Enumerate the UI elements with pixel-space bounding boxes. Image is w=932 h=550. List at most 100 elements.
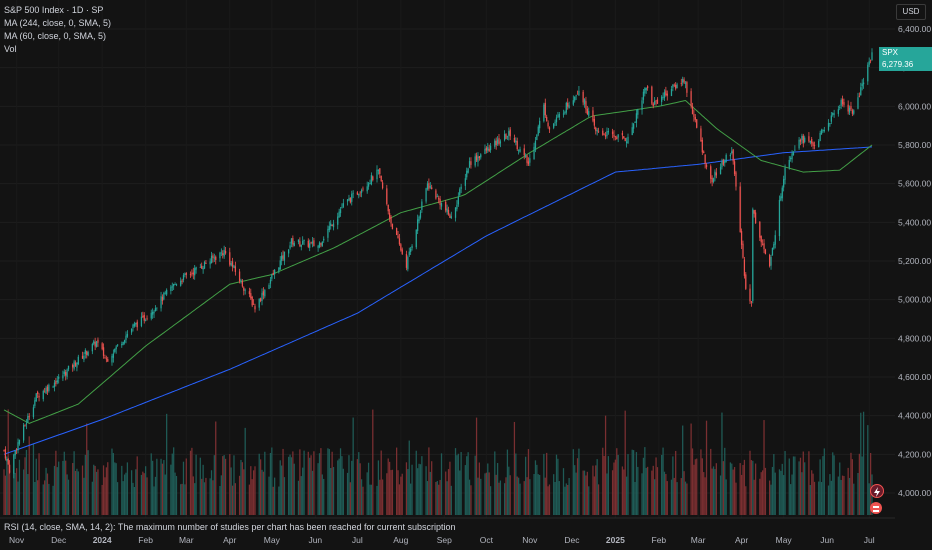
volume-bar [635, 452, 638, 515]
candle-body [116, 344, 119, 346]
volume-bar [675, 450, 677, 515]
volume-bar [387, 458, 389, 515]
candle-body [417, 219, 419, 231]
candle-body [150, 312, 152, 319]
volume-bar [780, 470, 782, 515]
candle-body [568, 105, 570, 108]
legend-ma-244[interactable]: MA (244, close, 0, SMA, 5) [4, 18, 112, 28]
volume-bar [641, 473, 643, 515]
legend-ma-60[interactable]: MA (60, close, 0, SMA, 5) [4, 31, 107, 41]
volume-bar [146, 477, 148, 515]
volume-bar [798, 461, 800, 515]
volume-bar [823, 448, 825, 515]
candle-body [543, 104, 545, 122]
candle-body [8, 464, 11, 473]
candle-body [812, 142, 814, 146]
candle-body [101, 343, 103, 350]
price-tick-label: 4,000.00 [898, 488, 931, 498]
candle-body [623, 136, 625, 139]
volume-bar [74, 470, 77, 515]
candle-body [666, 93, 668, 96]
candle-body [3, 450, 5, 452]
volume-bar [686, 483, 688, 515]
volume-bar [407, 469, 409, 515]
volume-bar [86, 423, 88, 515]
candle-body [554, 121, 556, 124]
volume-bar [759, 478, 761, 515]
currency-button[interactable]: USD [896, 4, 926, 20]
flag-icon[interactable] [870, 502, 882, 514]
candle-body [656, 99, 659, 104]
candle-body [731, 151, 733, 154]
candle-body [102, 347, 105, 356]
volume-bar [666, 481, 668, 515]
volume-bar [750, 460, 753, 515]
volume-bar [827, 485, 830, 515]
candle-body [764, 249, 767, 255]
volume-bar [189, 450, 192, 515]
candle-body [438, 198, 440, 200]
volume-bar [564, 486, 566, 515]
lightning-icon[interactable] [870, 484, 884, 498]
volume-bar [278, 486, 280, 515]
volume-bar [661, 454, 663, 515]
candle-body [848, 107, 851, 113]
candle-body [582, 91, 584, 103]
volume-bar [323, 478, 325, 515]
candle-body [370, 175, 373, 185]
candle-body [701, 139, 703, 153]
candle-body [72, 364, 74, 368]
candle-body [362, 188, 364, 190]
volume-bar [250, 466, 252, 515]
volume-bar [261, 469, 263, 515]
legend-volume[interactable]: Vol [4, 44, 17, 54]
volume-bar [691, 448, 694, 515]
volume-bar [616, 448, 618, 515]
candle-body [132, 324, 134, 329]
volume-bar [857, 472, 859, 515]
volume-bar [4, 475, 7, 515]
volume-bar [543, 453, 545, 515]
volume-bar [377, 460, 380, 515]
volume-bar [539, 474, 541, 515]
candle-body [439, 198, 441, 206]
volume-bar [231, 485, 234, 515]
volume-bar [391, 469, 394, 515]
volume-bar [771, 466, 774, 515]
volume-bar [467, 452, 469, 515]
volume-bar [87, 450, 89, 515]
candle-body [248, 291, 251, 294]
price-tag: SPX 6,279.36 [879, 47, 932, 71]
candle-body [799, 139, 802, 142]
candle-body [519, 148, 521, 152]
volume-bar [135, 469, 137, 515]
volume-bar [829, 474, 831, 515]
volume-bar [705, 420, 708, 515]
volume-bar [749, 450, 751, 515]
candle-body [244, 289, 246, 291]
legend-title[interactable]: S&P 500 Index · 1D · SP [4, 5, 104, 15]
candle-body [663, 92, 666, 99]
candle-body [63, 371, 65, 375]
candle-body [721, 160, 723, 168]
candle-body [808, 136, 810, 142]
candle-body [86, 351, 88, 355]
volume-bar [603, 455, 605, 515]
volume-bar [219, 486, 221, 515]
volume-bar [230, 467, 232, 515]
candle-body [760, 236, 762, 243]
volume-bar [519, 483, 521, 515]
candle-body [130, 328, 133, 333]
candle-body [121, 343, 123, 346]
volume-bar [55, 450, 57, 515]
candle-body [390, 216, 392, 224]
candle-body [745, 274, 747, 289]
volume-bar [234, 483, 237, 515]
candle-body [447, 209, 450, 215]
candle-body [299, 241, 301, 246]
candle-body [739, 186, 741, 232]
candle-body [456, 204, 458, 210]
volume-bar [144, 466, 147, 515]
volume-bar [184, 484, 186, 515]
